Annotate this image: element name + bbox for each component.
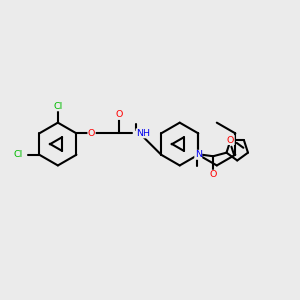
Text: Cl: Cl [14,150,23,159]
Text: O: O [88,129,95,138]
Text: NH: NH [136,129,150,138]
Text: O: O [116,110,123,119]
Text: O: O [209,170,217,179]
Text: Cl: Cl [53,102,62,111]
Text: O: O [227,136,234,145]
Text: N: N [195,150,202,159]
